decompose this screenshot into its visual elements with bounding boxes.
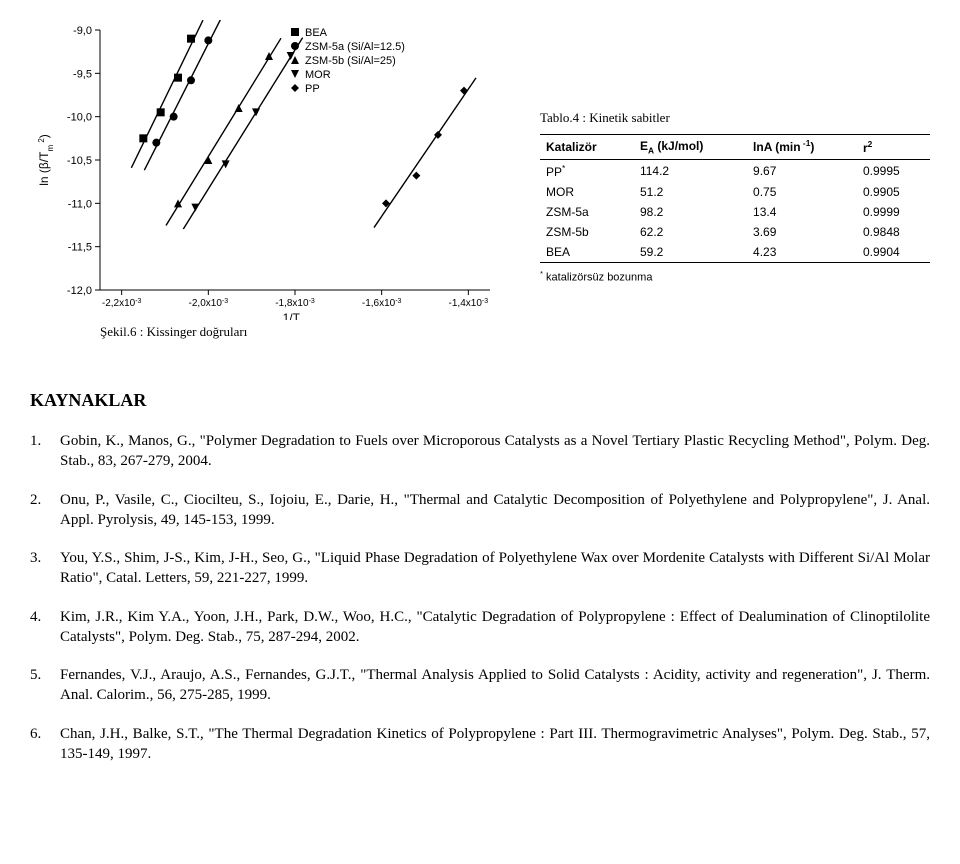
svg-text:-1,8x10-3: -1,8x10-3 [275,298,315,310]
col-header: r2 [857,135,930,160]
svg-text:MOR: MOR [305,69,331,81]
table-title: Tablo.4 : Kinetik sabitler [540,110,930,126]
table-row: BEA59.24.230.9904 [540,242,930,263]
reference-item: 3.You, Y.S., Shim, J-S., Kim, J-H., Seo,… [30,548,930,589]
svg-text:1/Tm: 1/Tm [283,311,308,320]
kinetic-table: KatalizörEA (kJ/mol)lnA (min -1)r2 PP*11… [540,134,930,263]
svg-text:-12,0: -12,0 [67,285,92,297]
col-header: lnA (min -1) [747,135,857,160]
table-row: ZSM-5a98.213.40.9999 [540,202,930,222]
table-footnote: * katalizörsüz bozunma [540,269,930,284]
col-header: Katalizör [540,135,634,160]
svg-text:-9,5: -9,5 [73,68,92,80]
table-row: PP*114.29.670.9995 [540,160,930,183]
reference-item: 1.Gobin, K., Manos, G., "Polymer Degrada… [30,431,930,472]
svg-text:ln (β/Tm 2): ln (β/Tm 2) [37,134,55,186]
svg-text:-9,0: -9,0 [73,25,92,37]
table-row: ZSM-5b62.23.690.9848 [540,222,930,242]
reference-item: 6.Chan, J.H., Balke, S.T., "The Thermal … [30,724,930,765]
svg-text:-2,2x10-3: -2,2x10-3 [102,298,142,310]
svg-text:ZSM-5a (Si/Al=12.5): ZSM-5a (Si/Al=12.5) [305,41,405,53]
svg-text:-10,5: -10,5 [67,155,92,167]
kissinger-chart: -9,0 -9,5 -10,0 -10,5 -11,0 -11,5 -12,0 -2,2x10… [30,20,510,340]
svg-text:-10,0: -10,0 [67,112,92,124]
svg-text:-1,4x10-3: -1,4x10-3 [449,298,489,310]
kinetic-table-block: Tablo.4 : Kinetik sabitler KatalizörEA (… [540,20,930,284]
svg-text:-1,6x10-3: -1,6x10-3 [362,298,402,310]
references-heading: KAYNAKLAR [30,390,930,411]
table-row: MOR51.20.750.9905 [540,182,930,202]
reference-item: 5.Fernandes, V.J., Araujo, A.S., Fernand… [30,665,930,706]
chart-caption: Şekil.6 : Kissinger doğruları [100,324,510,340]
reference-item: 2.Onu, P., Vasile, C., Ciocilteu, S., Io… [30,490,930,531]
references-list: 1.Gobin, K., Manos, G., "Polymer Degrada… [30,431,930,764]
svg-text:ZSM-5b (Si/Al=25): ZSM-5b (Si/Al=25) [305,55,396,67]
svg-text:-11,5: -11,5 [68,242,92,254]
col-header: EA (kJ/mol) [634,135,747,160]
svg-text:BEA: BEA [305,27,328,39]
svg-text:-11,0: -11,0 [68,198,92,210]
reference-item: 4.Kim, J.R., Kim Y.A., Yoon, J.H., Park,… [30,607,930,648]
svg-text:-2,0x10-3: -2,0x10-3 [189,298,229,310]
svg-text:PP: PP [305,83,320,95]
